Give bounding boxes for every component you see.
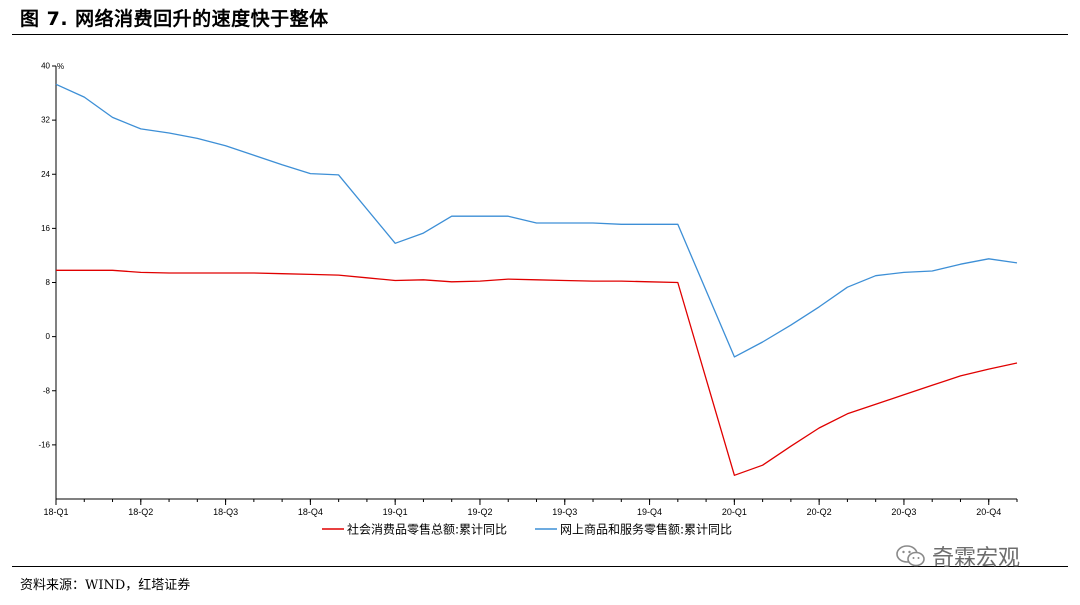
y-tick-label: 8	[46, 278, 51, 287]
y-tick-label: 32	[41, 116, 50, 125]
title-rule	[12, 34, 1068, 35]
figure-title: 图 7. 网络消费回升的速度快于整体	[20, 8, 329, 30]
y-tick-label: 16	[41, 224, 50, 233]
y-tick-label: -8	[43, 386, 51, 395]
x-tick-label: 20-Q4	[976, 507, 1001, 517]
y-axis: 40 32 24 16 8 0 -8 -16%	[38, 62, 64, 499]
series-layer	[55, 83, 1018, 476]
source-note: 资料来源：WIND，红塔证券	[20, 578, 191, 593]
y-unit-label: %	[57, 62, 64, 71]
series-line-1	[56, 269, 1018, 476]
x-tick-label: 19-Q3	[552, 507, 577, 517]
x-tick-label: 19-Q2	[467, 507, 492, 517]
y-tick-label: -16	[38, 440, 50, 449]
legend-label-1: 社会消费品零售总额:累计同比	[347, 522, 507, 537]
x-tick-label: 19-Q1	[383, 507, 408, 517]
line-chart: 40 32 24 16 8 0 -8 -16% 18-Q1 18-Q2 18-Q3 18-Q4 19-…	[38, 62, 1018, 537]
wechat-icon	[896, 545, 925, 567]
x-tick-label: 18-Q2	[128, 507, 153, 517]
x-tick-label: 18-Q3	[213, 507, 238, 517]
y-tick-label: 40	[41, 62, 50, 71]
x-tick-label: 20-Q1	[722, 507, 747, 517]
x-axis: 18-Q1 18-Q2 18-Q3 18-Q4 19-Q1 19-Q2 19-Q3 19-Q4…	[43, 498, 1018, 517]
footer-rule	[12, 566, 1068, 567]
legend-label-2: 网上商品和服务零售额:累计同比	[560, 522, 732, 537]
x-tick-label: 20-Q3	[891, 507, 916, 517]
y-tick-label: 24	[41, 170, 50, 179]
x-tick-label: 19-Q4	[637, 507, 662, 517]
x-tick-label: 18-Q4	[298, 507, 323, 517]
legend: 社会消费品零售总额:累计同比 网上商品和服务零售额:累计同比	[322, 522, 732, 537]
x-tick-label: 18-Q1	[43, 507, 68, 517]
y-tick-label: 0	[46, 332, 51, 341]
x-tick-label: 20-Q2	[807, 507, 832, 517]
watermark-text: 奇霖宏观	[932, 546, 1021, 571]
watermark: 奇霖宏观	[896, 540, 1020, 572]
series-line-2	[55, 83, 1018, 358]
